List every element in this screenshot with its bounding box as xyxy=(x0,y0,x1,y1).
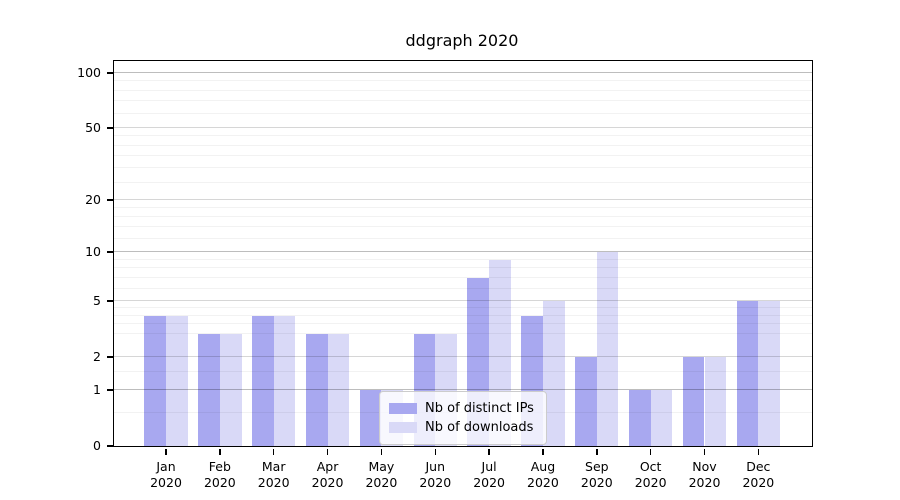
bar-downloads xyxy=(596,252,619,446)
gridline-minor xyxy=(114,112,812,114)
x-axis-tick xyxy=(219,449,221,455)
bar-distinct-ips xyxy=(252,315,274,446)
y-axis-tick-label: 0 xyxy=(93,438,101,453)
gridline-minor xyxy=(114,135,812,137)
gridline-minor xyxy=(114,307,812,309)
x-axis-tick xyxy=(596,449,598,455)
bar-downloads xyxy=(650,389,673,446)
gridline-minor xyxy=(114,276,812,278)
x-axis-tick xyxy=(326,449,329,455)
x-axis-tick xyxy=(272,449,275,455)
bar-downloads xyxy=(758,301,781,446)
y-axis-tick xyxy=(106,251,113,253)
bar-distinct-ips xyxy=(682,357,705,446)
gridline-minor xyxy=(114,237,812,239)
bar-downloads xyxy=(542,301,565,446)
gridline-minor xyxy=(114,314,812,316)
chart-title: ddgraph 2020 xyxy=(405,31,519,50)
bar-distinct-ips xyxy=(144,315,166,446)
gridline-major xyxy=(114,300,812,302)
x-axis-tick xyxy=(434,449,436,455)
x-axis-tick-label: Oct 2020 xyxy=(634,459,667,490)
gridline-major xyxy=(114,127,812,129)
x-axis-tick-label: Feb 2020 xyxy=(203,459,236,490)
gridline-major xyxy=(114,71,812,73)
gridline-major xyxy=(114,251,812,253)
legend-swatch-downloads xyxy=(389,422,417,433)
bar-downloads xyxy=(166,315,188,446)
y-axis-tick-label: 1 xyxy=(93,381,101,397)
y-axis-tick-label: 2 xyxy=(93,349,101,365)
y-axis-tick-label: 10 xyxy=(85,244,101,260)
x-axis-tick-label: Jul 2020 xyxy=(473,459,505,490)
bar-downloads xyxy=(704,357,727,446)
bar-downloads xyxy=(327,333,350,446)
legend-swatch-distinct-ips xyxy=(389,403,417,414)
x-axis-tick-label: Apr 2020 xyxy=(311,459,344,490)
gridline-minor xyxy=(114,100,812,102)
gridline-minor xyxy=(114,287,812,289)
plot-area: Nb of distinct IPs Nb of downloads 100 50… xyxy=(77,60,813,490)
gridline-minor xyxy=(114,155,812,157)
y-axis-tick xyxy=(106,356,113,358)
x-axis-tick-label: Aug 2020 xyxy=(527,459,559,490)
bar-distinct-ips xyxy=(359,389,382,446)
x-axis-tick xyxy=(649,449,652,455)
x-axis-tick xyxy=(757,449,760,455)
gridline-minor xyxy=(114,267,812,269)
x-axis-tick-label: Dec 2020 xyxy=(742,459,775,490)
gridline-minor xyxy=(114,144,812,146)
y-axis-tick-label: 50 xyxy=(85,120,101,136)
gridline-minor xyxy=(114,206,812,208)
gridline-major xyxy=(114,356,812,358)
gridline-minor xyxy=(114,89,812,91)
gridline-major xyxy=(114,388,812,390)
x-axis-tick-label: May 2020 xyxy=(365,459,398,490)
x-axis-tick xyxy=(488,449,490,455)
y-axis-tick xyxy=(106,72,113,74)
bar-downloads xyxy=(219,333,242,446)
gridline-minor xyxy=(114,181,812,183)
x-axis-tick xyxy=(380,449,383,455)
y-axis-tick xyxy=(106,300,113,302)
gridline-minor xyxy=(114,370,812,372)
x-axis-tick xyxy=(542,449,544,455)
gridline-minor xyxy=(114,323,812,325)
gridline-major xyxy=(114,198,812,200)
y-axis-tick-label: 100 xyxy=(77,64,101,80)
y-axis-tick xyxy=(106,199,113,201)
x-axis-tick-label: Sep 2020 xyxy=(580,459,613,490)
legend-label-distinct-ips: Nb of distinct IPs xyxy=(425,401,534,416)
y-axis-tick xyxy=(106,445,113,447)
legend-item-downloads: Nb of downloads xyxy=(389,419,538,436)
gridline-minor xyxy=(114,80,812,82)
gridline-minor xyxy=(114,167,812,169)
gridline-minor xyxy=(114,215,812,217)
y-axis-tick-label: 20 xyxy=(85,191,101,207)
x-axis-tick-label: Nov 2020 xyxy=(688,459,721,490)
legend-label-downloads: Nb of downloads xyxy=(425,420,534,435)
y-axis-tick xyxy=(106,389,113,391)
bar-distinct-ips xyxy=(305,333,328,446)
x-axis-tick-label: Mar 2020 xyxy=(257,459,290,490)
legend: Nb of distinct IPs Nb of downloads xyxy=(379,391,547,445)
bar-downloads xyxy=(273,315,296,446)
gridline-minor xyxy=(114,332,812,334)
x-axis-tick xyxy=(165,449,167,455)
x-axis-tick-label: Jun 2020 xyxy=(419,459,452,490)
bar-distinct-ips xyxy=(736,301,759,446)
x-axis-tick xyxy=(703,449,706,455)
gridline-minor xyxy=(114,258,812,260)
gridline-minor xyxy=(114,226,812,228)
y-axis-tick xyxy=(106,127,113,129)
bar-distinct-ips xyxy=(575,357,597,446)
x-axis-tick-label: Jan 2020 xyxy=(150,459,182,490)
y-axis-tick-label: 5 xyxy=(93,293,101,309)
bar-distinct-ips xyxy=(198,333,220,446)
bar-distinct-ips xyxy=(628,389,651,446)
legend-item-distinct-ips: Nb of distinct IPs xyxy=(389,400,538,417)
